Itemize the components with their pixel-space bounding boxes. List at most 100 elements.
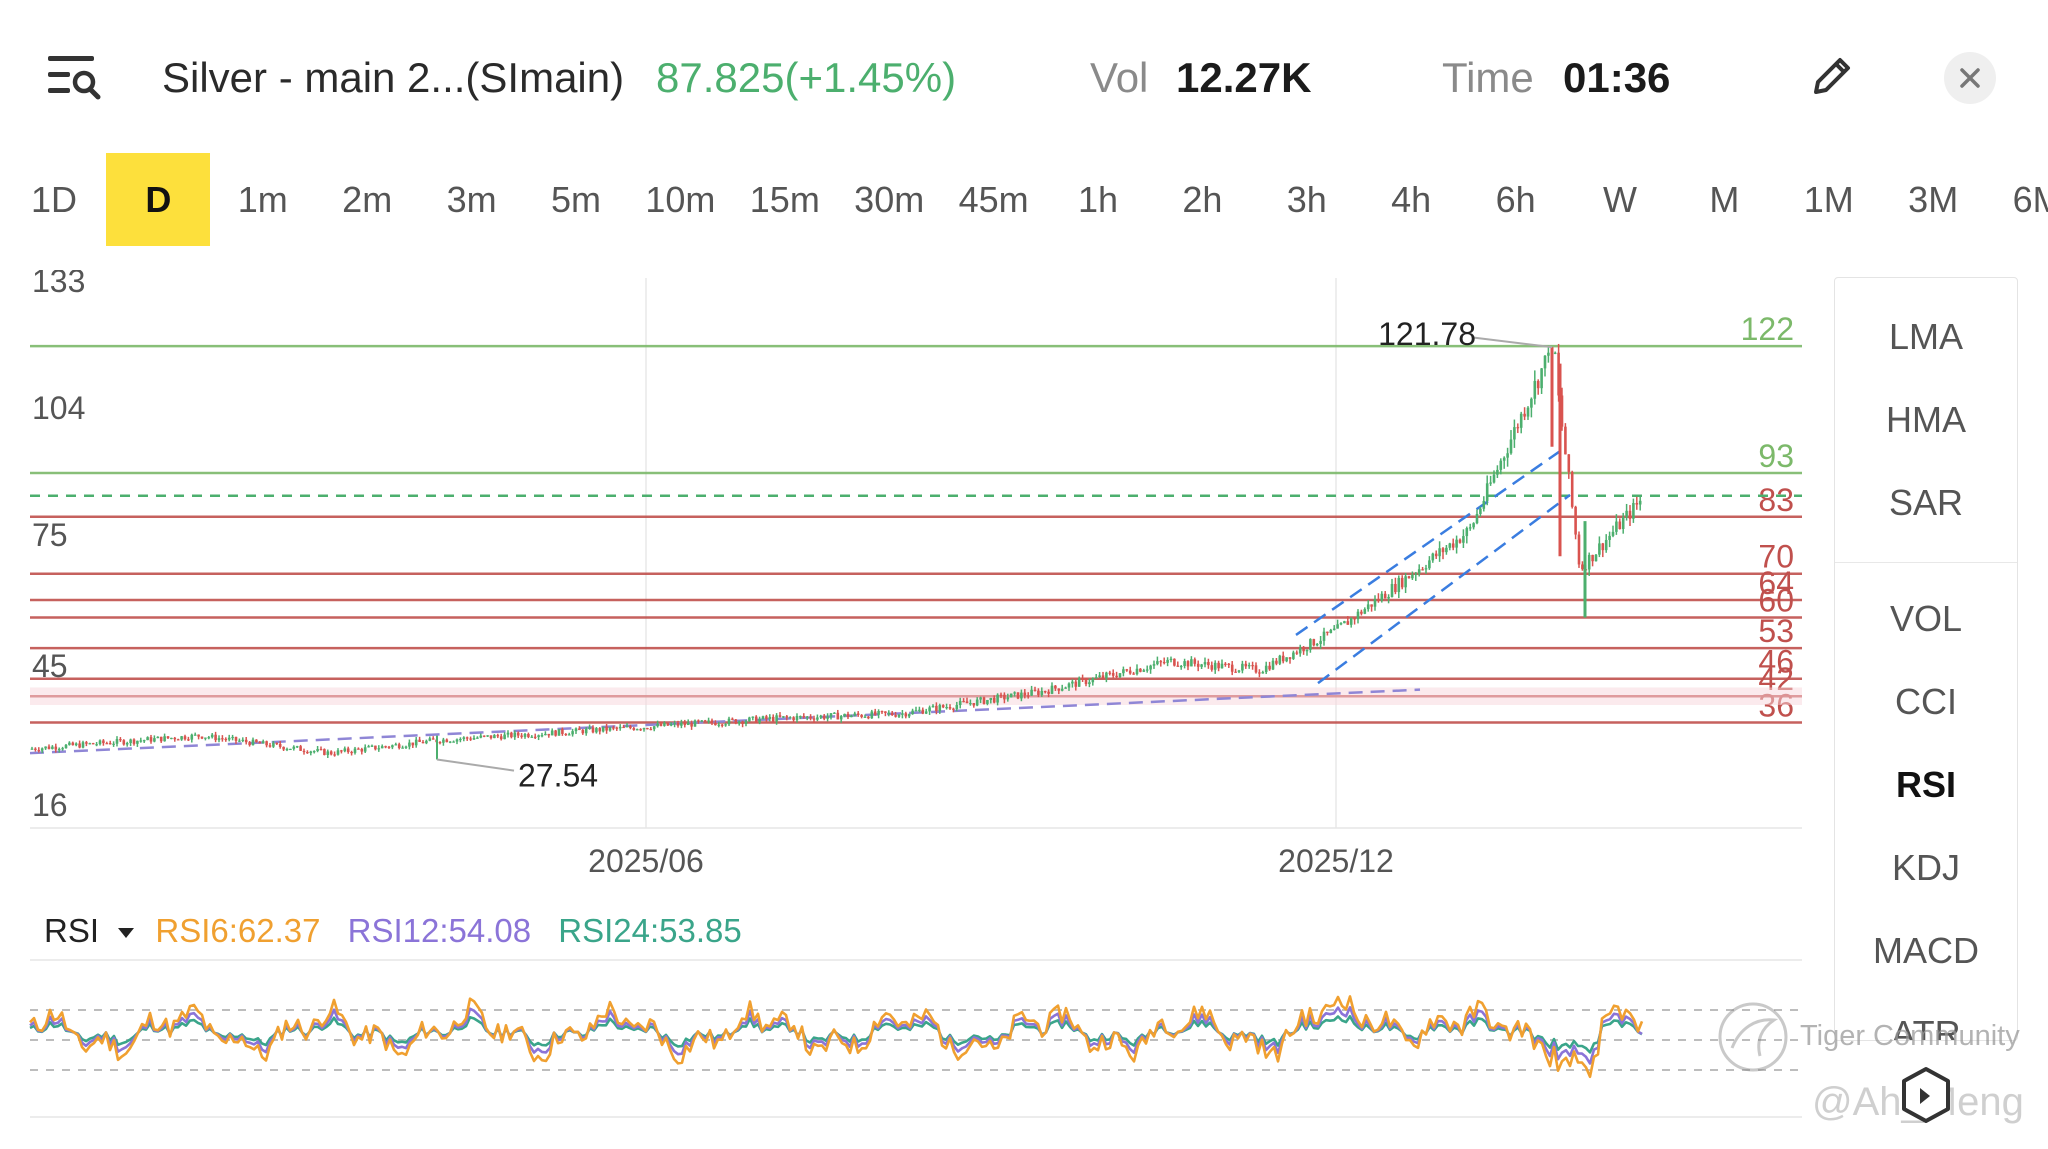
candle-body xyxy=(527,733,530,737)
level-label-70: 70 xyxy=(1758,539,1794,575)
candle-body xyxy=(822,715,826,719)
candle-body xyxy=(71,742,75,746)
candle-body xyxy=(112,743,115,745)
timeframe-tab-d[interactable]: D xyxy=(106,153,211,246)
timeframe-tab-15m[interactable]: 15m xyxy=(749,179,820,220)
candle-body xyxy=(64,744,68,749)
timeframe-tab-2m[interactable]: 2m xyxy=(342,179,393,220)
candle-body xyxy=(258,742,262,744)
timeframe-tab-1d[interactable]: 1D xyxy=(30,179,78,220)
timeframe-tab-1m[interactable]: 1m xyxy=(237,179,288,220)
candle-body xyxy=(554,730,557,736)
hexagon-icon[interactable] xyxy=(1900,1066,1952,1124)
timeframe-tab-45m[interactable]: 45m xyxy=(958,179,1029,220)
x-tick-label: 2025/06 xyxy=(588,843,704,879)
candle-body xyxy=(642,728,646,730)
candle-body xyxy=(1026,695,1030,697)
timeframe-tab-5m[interactable]: 5m xyxy=(550,179,601,220)
candle-body xyxy=(493,735,496,739)
candle-body xyxy=(309,751,313,754)
candle-body xyxy=(1040,691,1044,695)
timeframe-tab-30m[interactable]: 30m xyxy=(854,179,925,220)
indicator-cci[interactable]: CCI xyxy=(1895,681,1957,722)
rsi-chart[interactable] xyxy=(0,955,1820,1125)
candle-body xyxy=(965,701,969,704)
candle-body xyxy=(646,728,649,730)
candle-body xyxy=(81,742,85,748)
candle-body xyxy=(268,745,272,747)
candle-body xyxy=(911,710,914,715)
candle-body xyxy=(1482,500,1486,509)
timeframe-tab-3m[interactable]: 3M xyxy=(1908,179,1959,220)
candle-body xyxy=(1278,655,1282,664)
candle-body xyxy=(210,734,214,738)
candle-body xyxy=(1057,688,1061,691)
triangle-down-icon[interactable] xyxy=(116,925,136,941)
timeframe-tab-4h[interactable]: 4h xyxy=(1391,179,1432,220)
timeframe-tab-2h[interactable]: 2h xyxy=(1182,179,1223,220)
candle-body xyxy=(326,751,330,755)
candle-body xyxy=(119,739,122,741)
candle-body xyxy=(1067,683,1071,688)
timeframe-tab-6h[interactable]: 6h xyxy=(1495,179,1536,220)
candle-body xyxy=(1523,413,1526,417)
candle-body xyxy=(1530,398,1533,408)
menu-search-icon[interactable] xyxy=(46,52,102,102)
candle-body xyxy=(1489,482,1492,484)
candle-body xyxy=(1244,663,1248,667)
pencil-icon[interactable] xyxy=(1808,52,1856,100)
timeframe-tab-3m[interactable]: 3m xyxy=(446,179,497,220)
candle-body xyxy=(1251,665,1254,667)
rsi-name[interactable]: RSI xyxy=(44,912,100,949)
indicator-lma[interactable]: LMA xyxy=(1888,316,1964,357)
candle-body xyxy=(1200,664,1203,667)
candle-body xyxy=(234,736,238,741)
candle-body xyxy=(1217,662,1220,669)
candle-body xyxy=(720,724,724,726)
candle-body xyxy=(278,743,282,747)
candle-body xyxy=(418,739,421,742)
candle-body xyxy=(676,723,680,726)
candle-body xyxy=(1547,352,1550,356)
instrument-title[interactable]: Silver - main 2...(SImain) xyxy=(162,54,625,101)
indicator-macd[interactable]: MACD xyxy=(1873,930,1979,971)
candle-body xyxy=(1581,564,1584,570)
candle-body xyxy=(1383,593,1387,599)
candle-body xyxy=(693,720,697,727)
timeframe-tab-1m[interactable]: 1M xyxy=(1803,179,1854,220)
candle-body xyxy=(1533,380,1537,399)
timeframe-tab-1h[interactable]: 1h xyxy=(1077,179,1119,220)
candle-body xyxy=(550,730,554,736)
candle-body xyxy=(272,742,275,747)
timeframe-tab-6m[interactable]: 6M xyxy=(2012,179,2048,220)
channel-line-lower[interactable] xyxy=(1317,493,1571,685)
indicator-hma[interactable]: HMA xyxy=(1886,399,1966,440)
candle-body xyxy=(962,701,965,703)
candle-body xyxy=(782,716,785,718)
timeframe-tab-w[interactable]: W xyxy=(1603,179,1637,220)
trend-line-support[interactable] xyxy=(29,688,1421,755)
candle-body xyxy=(802,716,806,718)
indicator-rsi[interactable]: RSI xyxy=(1895,764,1956,805)
candle-body xyxy=(669,724,673,726)
timeframe-tab-3h[interactable]: 3h xyxy=(1286,179,1327,220)
candle-body xyxy=(224,738,228,741)
indicator-vol[interactable]: VOL xyxy=(1889,598,1963,639)
candle-body xyxy=(975,699,979,706)
candle-body xyxy=(1625,510,1628,518)
close-button[interactable] xyxy=(1944,52,1996,104)
indicator-kdj[interactable]: KDJ xyxy=(1891,847,1960,888)
timeframe-tab-10m[interactable]: 10m xyxy=(645,179,716,220)
timeframe-tab-m[interactable]: M xyxy=(1709,179,1740,220)
channel-line-upper[interactable] xyxy=(1295,450,1561,636)
annotation-leader xyxy=(1471,336,1553,349)
candle-body xyxy=(1064,687,1067,689)
candle-body xyxy=(907,714,911,717)
level-label-64: 64 xyxy=(1758,565,1794,601)
candle-body xyxy=(1363,609,1367,614)
indicator-atr[interactable]: ATR xyxy=(1891,1013,1961,1041)
level-band xyxy=(30,687,1802,705)
candle-body xyxy=(958,701,962,706)
indicator-sar[interactable]: SAR xyxy=(1888,482,1964,523)
